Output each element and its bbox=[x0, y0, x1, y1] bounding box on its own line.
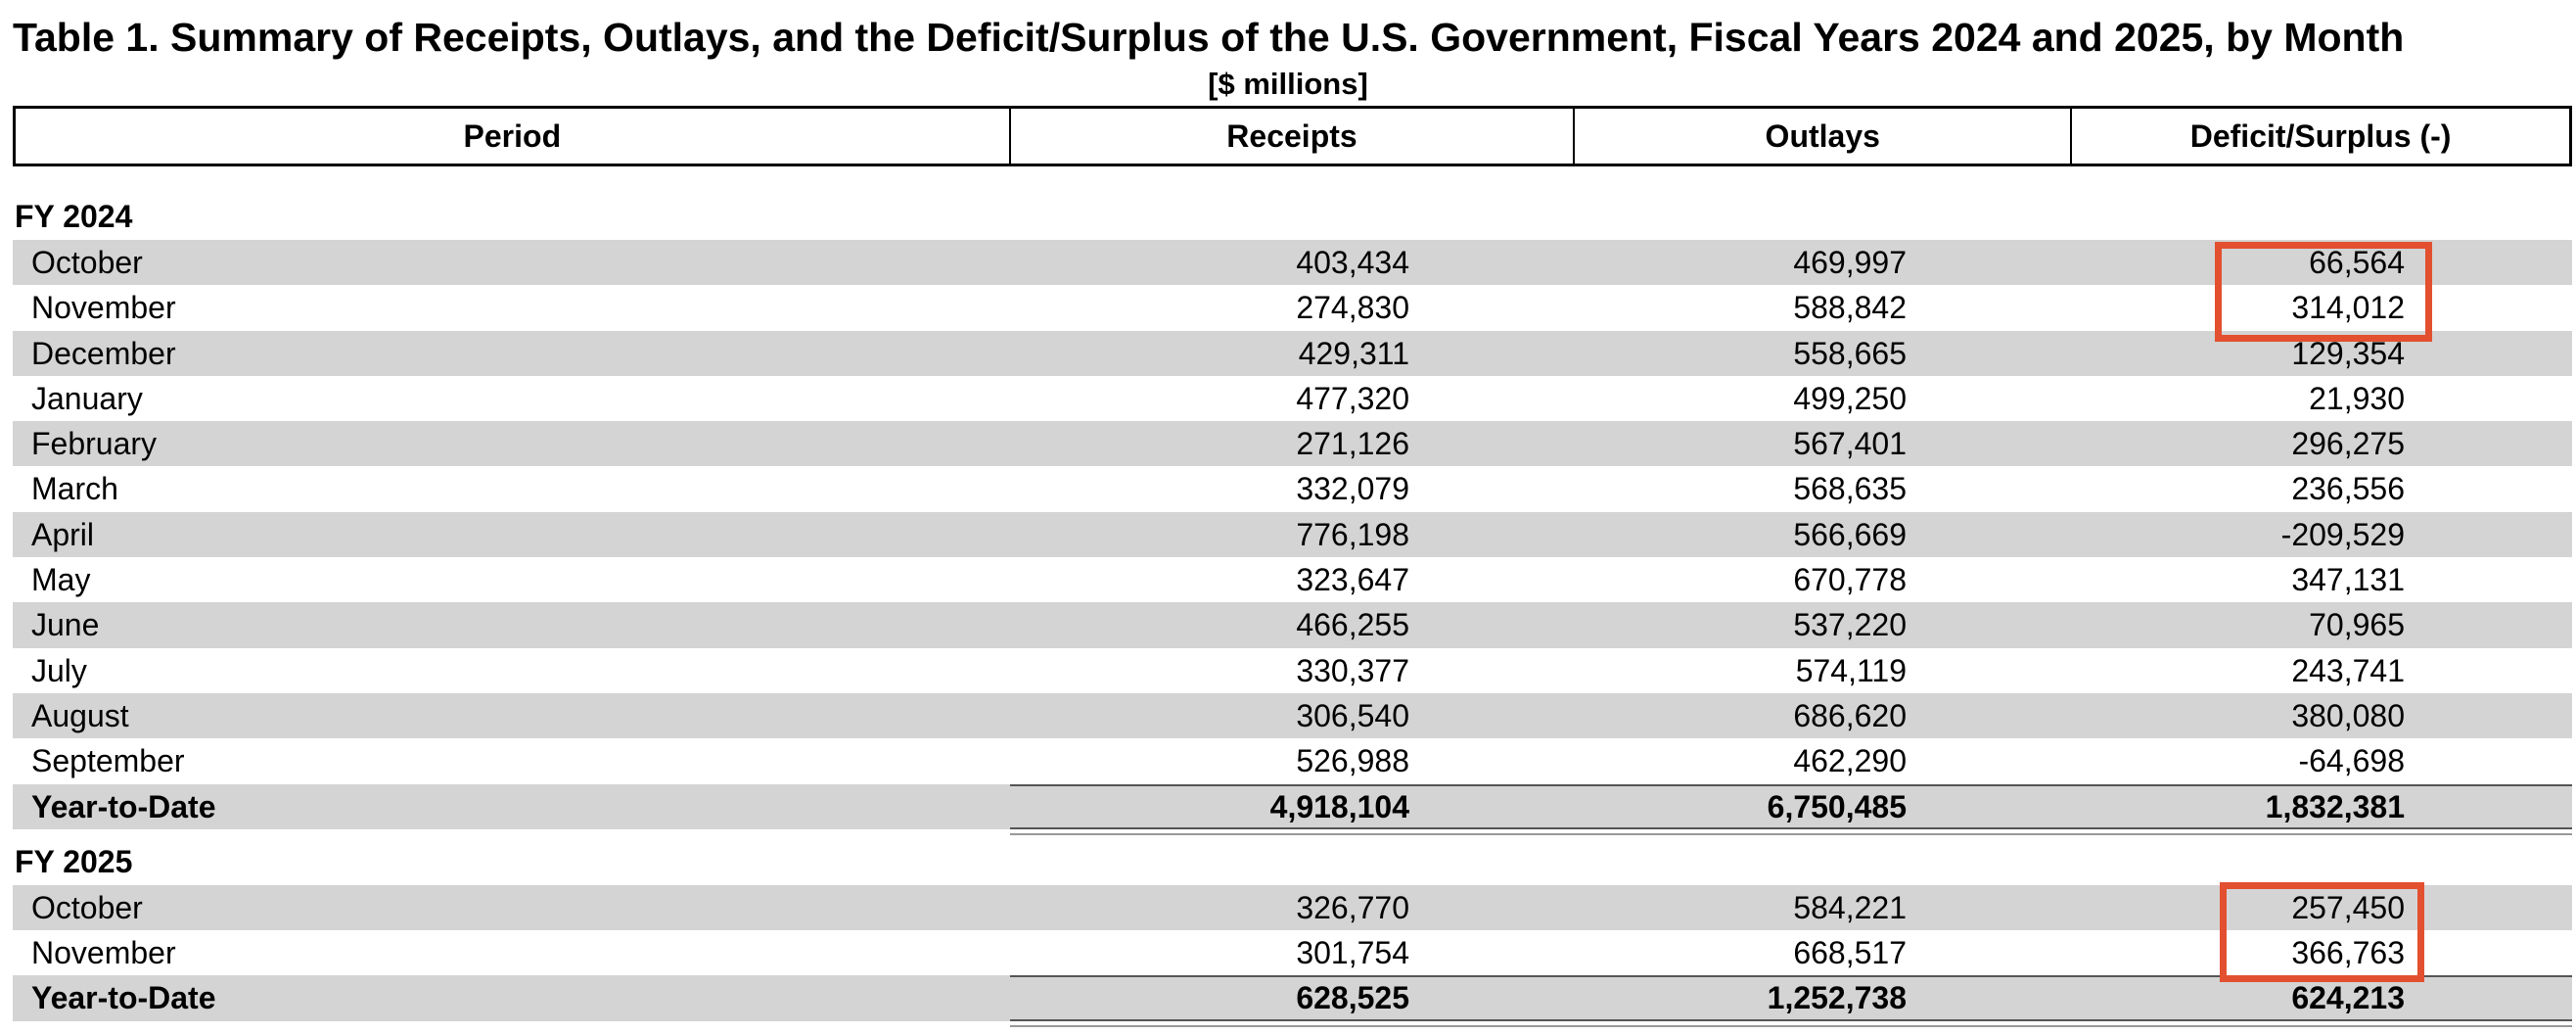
row-period: May bbox=[31, 562, 91, 598]
column-header-outlays: Outlays bbox=[1575, 109, 2073, 164]
row-deficit: 257,450 bbox=[2291, 889, 2405, 925]
row-receipts: 306,540 bbox=[1296, 697, 1409, 733]
table-row: October 326,770 584,221 257,450 bbox=[13, 884, 2572, 931]
row-outlays: 588,842 bbox=[1793, 290, 1907, 326]
row-outlays: 574,119 bbox=[1795, 652, 1907, 688]
table-row: February 271,126 567,401 296,275 bbox=[13, 421, 2572, 467]
row-period: November bbox=[31, 290, 176, 326]
table-row: January 477,320 499,250 21,930 bbox=[13, 376, 2572, 421]
table-row: December 429,311 558,665 129,354 bbox=[13, 330, 2572, 376]
row-deficit: 70,965 bbox=[2309, 607, 2405, 643]
row-deficit: 236,556 bbox=[2291, 471, 2405, 507]
row-receipts: 323,647 bbox=[1296, 562, 1409, 598]
summary-table: Period Receipts Outlays Deficit/Surplus … bbox=[13, 106, 2572, 1027]
row-receipts: 301,754 bbox=[1296, 935, 1409, 971]
table-units: [$ millions] bbox=[1208, 67, 1368, 101]
row-period: April bbox=[31, 516, 95, 552]
section-label-fy2024: FY 2024 bbox=[15, 199, 133, 234]
table-row: May 323,647 670,778 347,131 bbox=[13, 557, 2572, 602]
row-outlays: 499,250 bbox=[1793, 380, 1907, 416]
row-period: December bbox=[31, 335, 176, 371]
column-header-period: Period bbox=[16, 109, 1011, 164]
row-deficit: -64,698 bbox=[2298, 743, 2405, 779]
total-period: Year-to-Date bbox=[31, 788, 216, 824]
row-period: March bbox=[31, 471, 118, 507]
table-row: November 274,830 588,842 314,012 bbox=[13, 285, 2572, 330]
total-outlays: 6,750,485 bbox=[1767, 788, 1907, 824]
row-receipts: 274,830 bbox=[1296, 290, 1409, 326]
total-period: Year-to-Date bbox=[31, 980, 216, 1016]
row-period: August bbox=[31, 697, 129, 733]
row-outlays: 568,635 bbox=[1793, 471, 1907, 507]
table-row: April 776,198 566,669 -209,529 bbox=[13, 511, 2572, 558]
table-row: June 466,255 537,220 70,965 bbox=[13, 602, 2572, 648]
row-outlays: 558,665 bbox=[1793, 335, 1907, 371]
row-deficit: 380,080 bbox=[2291, 697, 2405, 733]
row-receipts: 330,377 bbox=[1296, 652, 1409, 688]
row-deficit: -209,529 bbox=[2280, 516, 2405, 552]
section-label-fy2025: FY 2025 bbox=[15, 843, 133, 879]
table-header: Period Receipts Outlays Deficit/Surplus … bbox=[13, 106, 2572, 166]
row-period: October bbox=[31, 889, 143, 925]
table-row: September 526,988 462,290 -64,698 bbox=[13, 738, 2572, 783]
table-row: July 330,377 574,119 243,741 bbox=[13, 648, 2572, 693]
total-outlays: 1,252,738 bbox=[1767, 980, 1907, 1016]
row-outlays: 537,220 bbox=[1793, 607, 1907, 643]
row-outlays: 686,620 bbox=[1793, 697, 1907, 733]
fy2025-ytd-row: Year-to-Date 628,525 1,252,738 624,213 bbox=[13, 975, 2572, 1027]
row-period: June bbox=[31, 607, 100, 643]
row-receipts: 466,255 bbox=[1296, 607, 1409, 643]
table-title: Table 1. Summary of Receipts, Outlays, a… bbox=[13, 15, 2405, 60]
row-period: October bbox=[31, 245, 143, 280]
fy2024-rows: October 403,434 469,997 66,564 November 274,8… bbox=[13, 240, 2572, 784]
row-receipts: 271,126 bbox=[1296, 426, 1409, 462]
column-header-deficit: Deficit/Surplus (-) bbox=[2189, 118, 2452, 154]
table-row: August 306,540 686,620 380,080 bbox=[13, 692, 2572, 739]
row-deficit: 366,763 bbox=[2291, 935, 2405, 971]
total-receipts: 628,525 bbox=[1296, 980, 1409, 1016]
table-row: March 332,079 568,635 236,556 bbox=[13, 466, 2572, 511]
row-period: February bbox=[31, 426, 158, 462]
row-deficit: 347,131 bbox=[2291, 562, 2405, 598]
row-deficit: 243,741 bbox=[2291, 652, 2405, 688]
fy2025-rows: October 326,770 584,221 257,450 November 301,… bbox=[13, 884, 2572, 976]
row-outlays: 668,517 bbox=[1793, 935, 1907, 971]
row-outlays: 584,221 bbox=[1793, 889, 1907, 925]
row-receipts: 477,320 bbox=[1296, 380, 1409, 416]
row-outlays: 469,997 bbox=[1793, 245, 1907, 280]
row-period: July bbox=[31, 652, 87, 688]
row-deficit: 21,930 bbox=[2309, 380, 2405, 416]
row-outlays: 670,778 bbox=[1793, 562, 1907, 598]
total-receipts: 4,918,104 bbox=[1269, 788, 1409, 824]
row-period: November bbox=[31, 935, 176, 971]
total-deficit: 624,213 bbox=[2291, 980, 2405, 1016]
row-receipts: 332,079 bbox=[1296, 471, 1409, 507]
row-deficit: 314,012 bbox=[2291, 290, 2405, 326]
total-deficit: 1,832,381 bbox=[2265, 788, 2405, 824]
row-period: January bbox=[31, 380, 143, 416]
table-row: October 403,434 469,997 66,564 bbox=[13, 240, 2572, 286]
fy2024-ytd-row: Year-to-Date 4,918,104 6,750,485 1,832,3… bbox=[13, 783, 2572, 835]
column-header-receipts: Receipts bbox=[1011, 109, 1576, 164]
row-outlays: 462,290 bbox=[1793, 743, 1907, 779]
row-outlays: 566,669 bbox=[1793, 516, 1907, 552]
row-receipts: 776,198 bbox=[1296, 516, 1409, 552]
row-receipts: 326,770 bbox=[1296, 889, 1409, 925]
row-deficit: 66,564 bbox=[2309, 245, 2405, 280]
row-receipts: 429,311 bbox=[1298, 335, 1409, 371]
row-period: September bbox=[31, 743, 185, 779]
row-deficit: 296,275 bbox=[2291, 426, 2405, 462]
row-deficit: 129,354 bbox=[2291, 335, 2405, 371]
table-row: November 301,754 668,517 366,763 bbox=[13, 930, 2572, 975]
row-outlays: 567,401 bbox=[1793, 426, 1907, 462]
row-receipts: 403,434 bbox=[1296, 245, 1409, 280]
row-receipts: 526,988 bbox=[1296, 743, 1409, 779]
